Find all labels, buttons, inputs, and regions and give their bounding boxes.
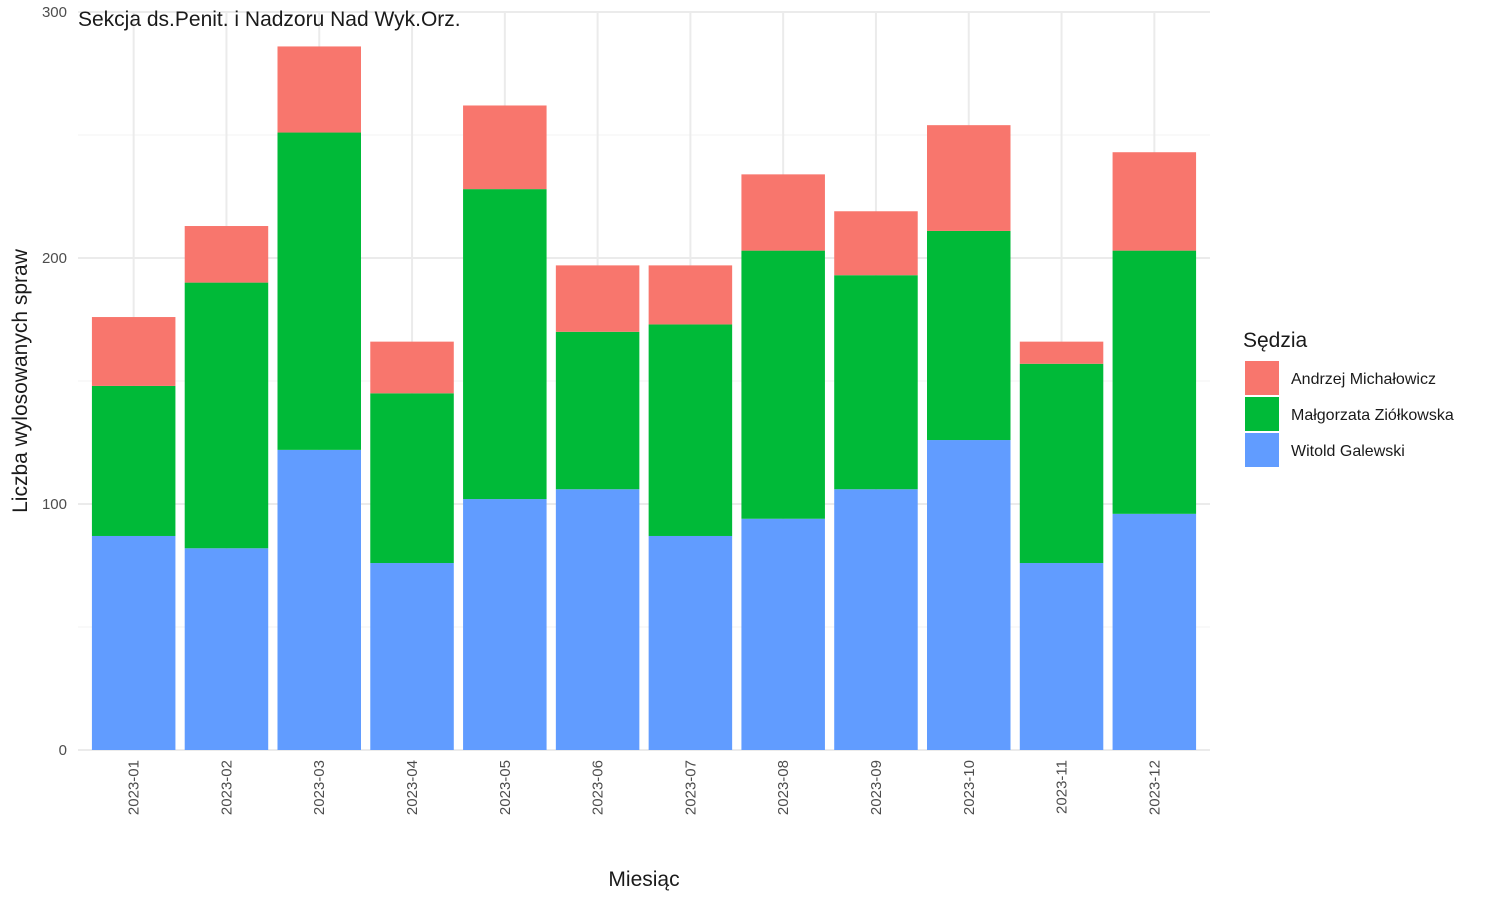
bar-segment (834, 275, 918, 490)
bar-segment (927, 440, 1011, 750)
bar-segment (277, 449, 361, 750)
legend-title: Sędzia (1243, 329, 1308, 352)
y-axis-title: Liczba wylosowanych spraw (9, 248, 32, 513)
bar-segment (370, 393, 454, 564)
y-tick-label: 200 (42, 250, 67, 267)
legend: Sędzia Andrzej Michałowicz Małgorzata Zió… (1243, 329, 1454, 467)
legend-label: Małgorzata Ziółkowska (1291, 407, 1454, 424)
x-tick-label: 2023-12 (1146, 760, 1163, 815)
bar-segment (184, 226, 269, 283)
bar-segment (834, 211, 918, 276)
bar-segment (741, 518, 825, 750)
x-tick-label: 2023-03 (311, 760, 328, 815)
bar-segment (834, 489, 918, 750)
bar-layer (91, 46, 1197, 750)
bar-segment (927, 230, 1011, 441)
x-tick-label: 2023-01 (126, 760, 143, 815)
bar-segment (1112, 250, 1197, 514)
bar-segment (91, 535, 176, 750)
x-tick-label: 2023-08 (775, 760, 792, 815)
x-tick-label: 2023-06 (590, 760, 607, 815)
bar-segment (463, 499, 547, 750)
x-tick-label: 2023-07 (682, 760, 699, 815)
bar-segment (91, 385, 176, 536)
bar-segment (648, 535, 733, 750)
legend-key (1245, 433, 1279, 467)
y-tick-label: 100 (42, 496, 67, 513)
bar-segment (555, 331, 640, 490)
x-tick-label: 2023-11 (1054, 760, 1071, 814)
axis-layer: 0 100 200 300 2023-01 2023-02 2023-03 2023-04 20… (42, 4, 1163, 815)
x-tick-label: 2023-10 (961, 760, 978, 815)
bar-segment (648, 265, 733, 325)
bar-segment (555, 489, 640, 750)
bar-segment (1112, 513, 1197, 750)
bar-segment (1019, 563, 1104, 750)
bar-segment (370, 563, 454, 750)
bar-segment (927, 125, 1011, 231)
y-tick-label: 0 (59, 742, 67, 759)
bar-segment (1019, 341, 1104, 364)
bar-segment (277, 46, 361, 133)
bar-segment (741, 250, 825, 519)
bar-segment (463, 105, 547, 190)
chart-title: Sekcja ds.Penit. i Nadzoru Nad Wyk.Orz. (78, 8, 461, 31)
legend-key (1245, 397, 1279, 431)
x-tick-label: 2023-05 (497, 760, 514, 815)
legend-label: Witold Galewski (1291, 443, 1405, 460)
x-tick-label: 2023-09 (868, 760, 885, 815)
y-tick-label: 300 (42, 4, 67, 21)
bar-segment (463, 189, 547, 500)
x-axis-title: Miesiąc (608, 868, 679, 891)
legend-key (1245, 361, 1279, 395)
bar-segment (277, 132, 361, 450)
bar-segment (370, 341, 454, 394)
bar-segment (1019, 363, 1104, 564)
bar-segment (648, 324, 733, 536)
bar-segment (555, 265, 640, 332)
x-tick-label: 2023-02 (218, 760, 235, 815)
bar-segment (91, 317, 176, 386)
bar-segment (1112, 152, 1197, 251)
x-tick-label: 2023-04 (404, 760, 421, 815)
legend-label: Andrzej Michałowicz (1291, 371, 1436, 388)
bar-segment (184, 282, 269, 549)
bar-segment (741, 174, 825, 251)
bar-segment (184, 548, 269, 750)
